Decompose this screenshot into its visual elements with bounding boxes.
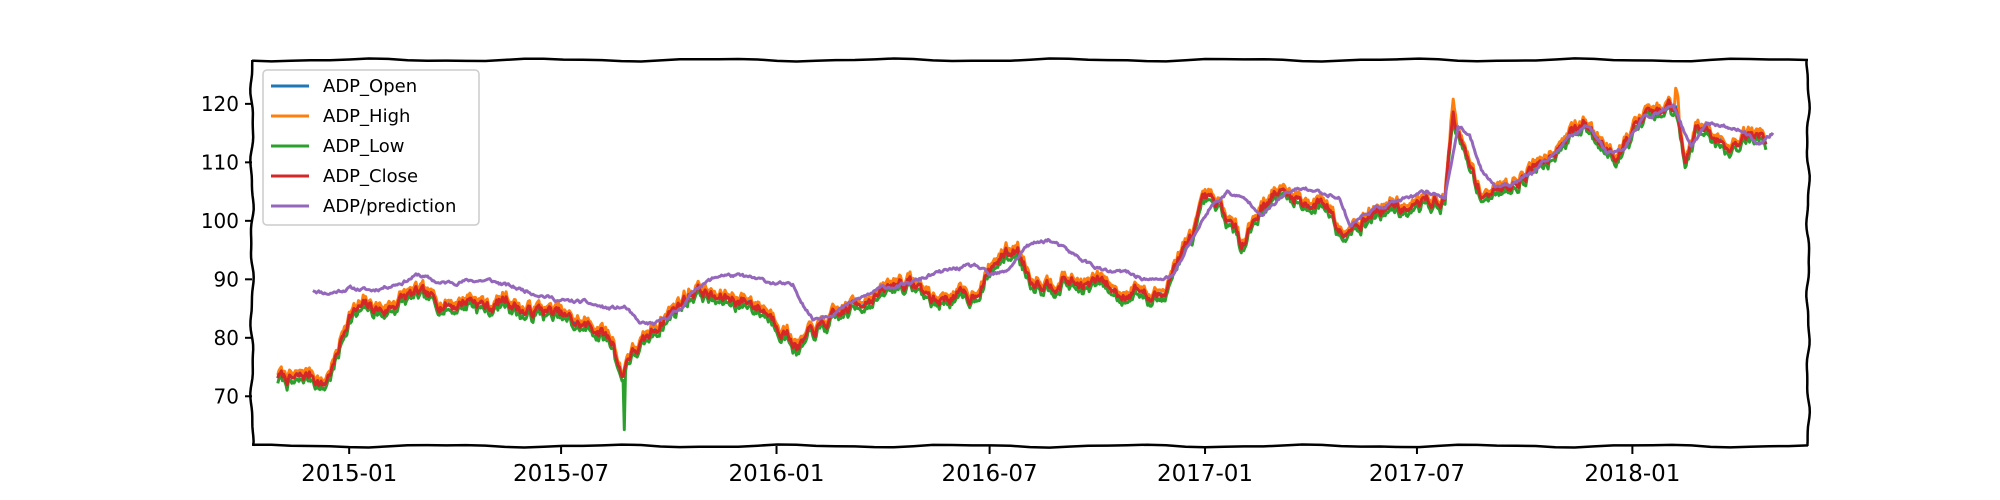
- series-line-adp-prediction: [312, 103, 1775, 327]
- series-line-adp-low: [276, 102, 1768, 432]
- y-tick-label: 120: [201, 92, 239, 116]
- legend-label: ADP/prediction: [323, 196, 456, 217]
- x-tick-label: 2015-07: [513, 461, 609, 487]
- y-tick-label: 70: [214, 384, 239, 408]
- axes-frame: [249, 57, 1812, 449]
- legend-label: ADP_Close: [323, 166, 418, 187]
- y-tick-label: 90: [214, 267, 239, 291]
- y-tick-label: 110: [201, 150, 239, 174]
- x-tick-label: 2016-01: [728, 461, 824, 487]
- series-line-adp-close: [276, 98, 1768, 387]
- y-tick-label: 100: [201, 209, 239, 233]
- x-tick-label: 2015-01: [301, 461, 397, 487]
- legend: ADP_Open ADP_High ADP_Low ADP_Close ADP/pred…: [262, 69, 480, 226]
- ticks-layer: 70 80 90 100 110 120 2015-01 2015-07 2016-01 2016…: [201, 92, 1681, 487]
- x-tick-label: 2017-01: [1157, 461, 1253, 487]
- x-tick-label: 2016-07: [942, 461, 1038, 487]
- series-line-adp-high: [276, 86, 1768, 383]
- series-layer: [276, 86, 1775, 432]
- legend-label: ADP_High: [323, 106, 410, 127]
- x-tick-label: 2017-07: [1369, 461, 1465, 487]
- x-tick-label: 2018-01: [1584, 461, 1680, 487]
- legend-label: ADP_Low: [323, 136, 404, 157]
- legend-box: [262, 69, 480, 226]
- y-tick-label: 80: [214, 326, 239, 350]
- series-line-adp-open: [276, 97, 1768, 388]
- legend-label: ADP_Open: [323, 76, 417, 97]
